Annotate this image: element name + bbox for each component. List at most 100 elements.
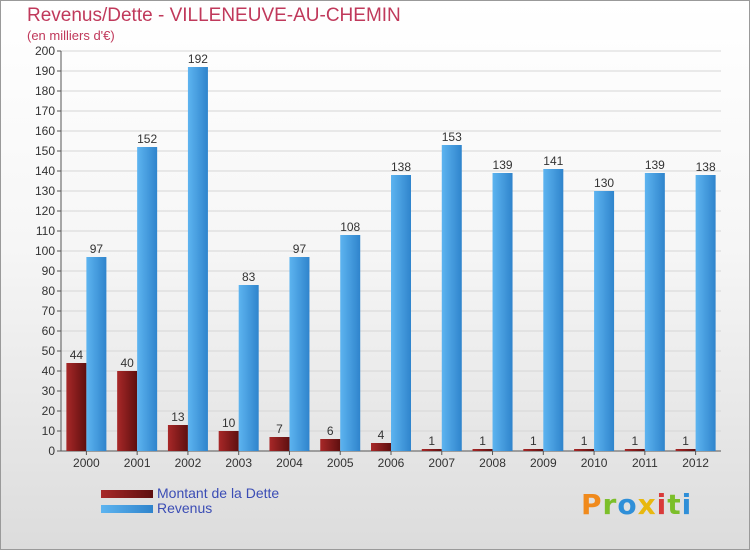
data-label-revenue: 192 [188, 52, 208, 66]
data-label-revenue: 141 [543, 154, 563, 168]
data-label-revenue: 108 [340, 220, 360, 234]
data-label-debt: 6 [327, 424, 334, 438]
data-label-debt: 13 [171, 410, 185, 424]
y-tick-label: 60 [42, 324, 56, 338]
logo-letter: r [602, 488, 618, 521]
y-tick-label: 110 [36, 224, 55, 238]
y-tick-label: 80 [42, 284, 56, 298]
bar-debt [66, 363, 87, 451]
legend-item-debt: Montant de la Dette [101, 485, 361, 502]
x-tick-label: 2009 [530, 456, 557, 470]
logo-letter: x [637, 488, 657, 521]
data-label-debt: 7 [276, 422, 283, 436]
bar-debt [320, 439, 341, 451]
legend-label-revenue: Revenus [157, 500, 213, 516]
logo-letter: i [681, 488, 693, 521]
x-tick-label: 2002 [175, 456, 202, 470]
bar-revenue [289, 257, 310, 451]
bar-debt [472, 449, 493, 451]
bar-revenue [187, 67, 208, 451]
proxiti-logo: Proxiti [581, 488, 692, 521]
y-tick-label: 0 [48, 444, 55, 458]
logo-letter: o [617, 488, 638, 521]
data-label-revenue: 97 [90, 242, 104, 256]
data-label-revenue: 139 [645, 158, 665, 172]
bar-revenue [238, 285, 259, 451]
y-tick-label: 50 [42, 344, 56, 358]
bar-debt [624, 449, 645, 451]
data-label-debt: 1 [428, 434, 435, 448]
data-label-debt: 1 [632, 434, 639, 448]
y-tick-label: 120 [35, 204, 55, 218]
legend-swatch-debt [101, 490, 153, 498]
bar-revenue [543, 169, 564, 451]
data-label-debt: 1 [682, 434, 689, 448]
y-tick-label: 190 [35, 64, 55, 78]
x-tick-label: 2011 [632, 456, 658, 470]
data-label-revenue: 130 [594, 176, 614, 190]
bar-revenue [137, 147, 158, 451]
y-tick-label: 130 [35, 184, 55, 198]
x-tick-label: 2004 [276, 456, 303, 470]
data-label-debt: 1 [530, 434, 537, 448]
x-tick-label: 2008 [479, 456, 506, 470]
bar-revenue [391, 175, 411, 451]
data-label-revenue: 152 [137, 132, 157, 146]
y-tick-label: 140 [35, 164, 55, 178]
bar-revenue [492, 173, 513, 451]
bar-debt [117, 371, 138, 451]
data-label-debt: 1 [581, 434, 588, 448]
data-label-debt: 40 [120, 356, 134, 370]
y-tick-label: 150 [35, 144, 55, 158]
bar-revenue [644, 173, 665, 451]
y-tick-label: 160 [35, 124, 55, 138]
bar-debt [574, 449, 595, 451]
legend-swatch-revenue [101, 505, 153, 513]
logo-letter: t [667, 488, 682, 521]
bar-debt [523, 449, 544, 451]
y-tick-label: 40 [42, 364, 56, 378]
data-label-revenue: 153 [442, 130, 462, 144]
chart-title: Revenus/Dette - VILLENEUVE-AU-CHEMIN [27, 5, 401, 26]
data-label-debt: 10 [222, 416, 236, 430]
y-tick-label: 170 [35, 104, 55, 118]
bar-debt [218, 431, 239, 451]
bar-debt [167, 425, 188, 451]
bar-debt [421, 449, 442, 451]
y-tick-label: 20 [42, 404, 56, 418]
bar-revenue [594, 191, 615, 451]
x-tick-label: 2006 [378, 456, 405, 470]
x-tick-label: 2007 [428, 456, 455, 470]
y-tick-label: 70 [42, 304, 56, 318]
data-label-debt: 1 [479, 434, 486, 448]
y-tick-label: 90 [42, 264, 56, 278]
legend: Montant de la Dette Revenus [101, 485, 361, 517]
bar-revenue [86, 257, 107, 451]
x-tick-label: 2010 [581, 456, 608, 470]
y-tick-label: 100 [35, 244, 55, 258]
y-tick-label: 10 [42, 424, 56, 438]
bar-debt [371, 443, 391, 451]
x-tick-label: 2003 [225, 456, 252, 470]
x-tick-label: 2001 [124, 456, 151, 470]
data-label-revenue: 97 [293, 242, 307, 256]
x-tick-label: 2005 [327, 456, 354, 470]
data-label-debt: 44 [70, 348, 84, 362]
legend-item-revenue: Revenus [101, 500, 361, 517]
data-label-revenue: 138 [391, 160, 411, 174]
bar-debt [269, 437, 290, 451]
y-tick-label: 30 [42, 384, 56, 398]
bar-revenue [695, 175, 716, 451]
bar-debt [675, 449, 696, 451]
logo-letter: P [581, 488, 603, 521]
chart-subtitle: (en milliers d'€) [27, 28, 115, 43]
logo-letter: i [656, 488, 668, 521]
y-tick-label: 200 [35, 44, 55, 58]
data-label-revenue: 138 [696, 160, 716, 174]
x-tick-label: 2000 [73, 456, 100, 470]
y-tick-label: 180 [35, 84, 55, 98]
bar-revenue [340, 235, 361, 451]
data-label-revenue: 139 [493, 158, 513, 172]
data-label-revenue: 83 [242, 270, 256, 284]
